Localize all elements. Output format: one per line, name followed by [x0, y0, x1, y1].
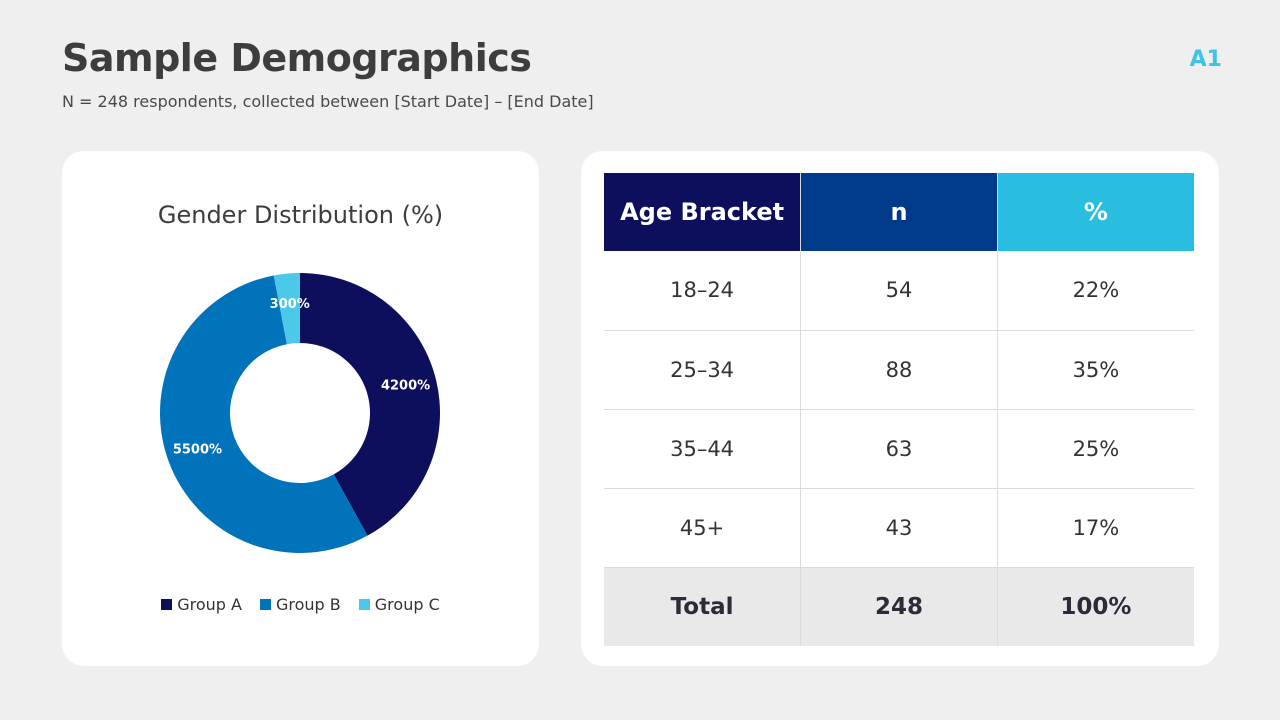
cell-percent: 25%: [997, 409, 1194, 489]
cell-percent: 35%: [997, 330, 1194, 410]
gender-chart-card: Gender Distribution (%) 4200% 5500% 300% G…: [62, 151, 539, 666]
table-total-row: Total 248 100%: [604, 567, 1194, 646]
legend-swatch: [358, 599, 370, 610]
table-row: 45+ 43 17%: [604, 488, 1194, 568]
table-row: 25–34 88 35%: [604, 330, 1194, 410]
age-bracket-table: Age Bracket n % 18–24 54 22% 25–34 88 35…: [604, 173, 1194, 646]
legend-item-group-a: Group A: [161, 595, 242, 614]
header-age-bracket: Age Bracket: [604, 173, 802, 251]
donut-chart: 4200% 5500% 300%: [160, 273, 441, 553]
legend-swatch: [161, 599, 173, 610]
total-label: Total: [604, 567, 802, 646]
slide-subtitle: N = 248 respondents, collected between […: [62, 92, 594, 111]
table-row: 18–24 54 22%: [604, 251, 1194, 331]
chart-legend: Group A Group B Group C: [62, 595, 539, 614]
legend-label: Group C: [374, 595, 440, 614]
legend-label: Group B: [276, 595, 341, 614]
table-row: 35–44 63 25%: [604, 409, 1194, 489]
cell-n: 63: [800, 409, 998, 489]
cell-n: 88: [800, 330, 998, 410]
donut-slice-group-c: [273, 273, 300, 345]
header-n: n: [800, 173, 998, 251]
chart-title: Gender Distribution (%): [157, 201, 444, 229]
cell-bracket: 35–44: [604, 409, 802, 489]
table-header-row: Age Bracket n %: [604, 173, 1194, 251]
cell-percent: 17%: [997, 488, 1194, 568]
legend-swatch: [260, 599, 271, 610]
total-percent: 100%: [997, 567, 1194, 646]
data-label-group-c: 300%: [270, 297, 310, 312]
cell-n: 54: [800, 251, 998, 331]
donut-slice-group-a: [300, 273, 441, 536]
legend-label: Group A: [177, 595, 242, 614]
cell-bracket: 45+: [604, 488, 802, 568]
legend-item-group-b: Group B: [260, 595, 341, 614]
cell-percent: 22%: [997, 251, 1194, 331]
slide-title: Sample Demographics: [62, 36, 532, 80]
donut-slice-group-b: [160, 275, 368, 553]
cell-bracket: 25–34: [604, 330, 802, 410]
legend-item-group-c: Group C: [358, 595, 440, 614]
data-label-group-b: 5500%: [173, 442, 222, 457]
cell-bracket: 18–24: [604, 251, 802, 331]
data-label-group-a: 4200%: [381, 378, 430, 393]
total-n: 248: [800, 567, 998, 646]
slide-badge: A1: [1189, 47, 1222, 72]
cell-n: 43: [800, 488, 998, 568]
age-table-card: Age Bracket n % 18–24 54 22% 25–34 88 35…: [581, 151, 1219, 666]
header-percent: %: [997, 173, 1194, 251]
